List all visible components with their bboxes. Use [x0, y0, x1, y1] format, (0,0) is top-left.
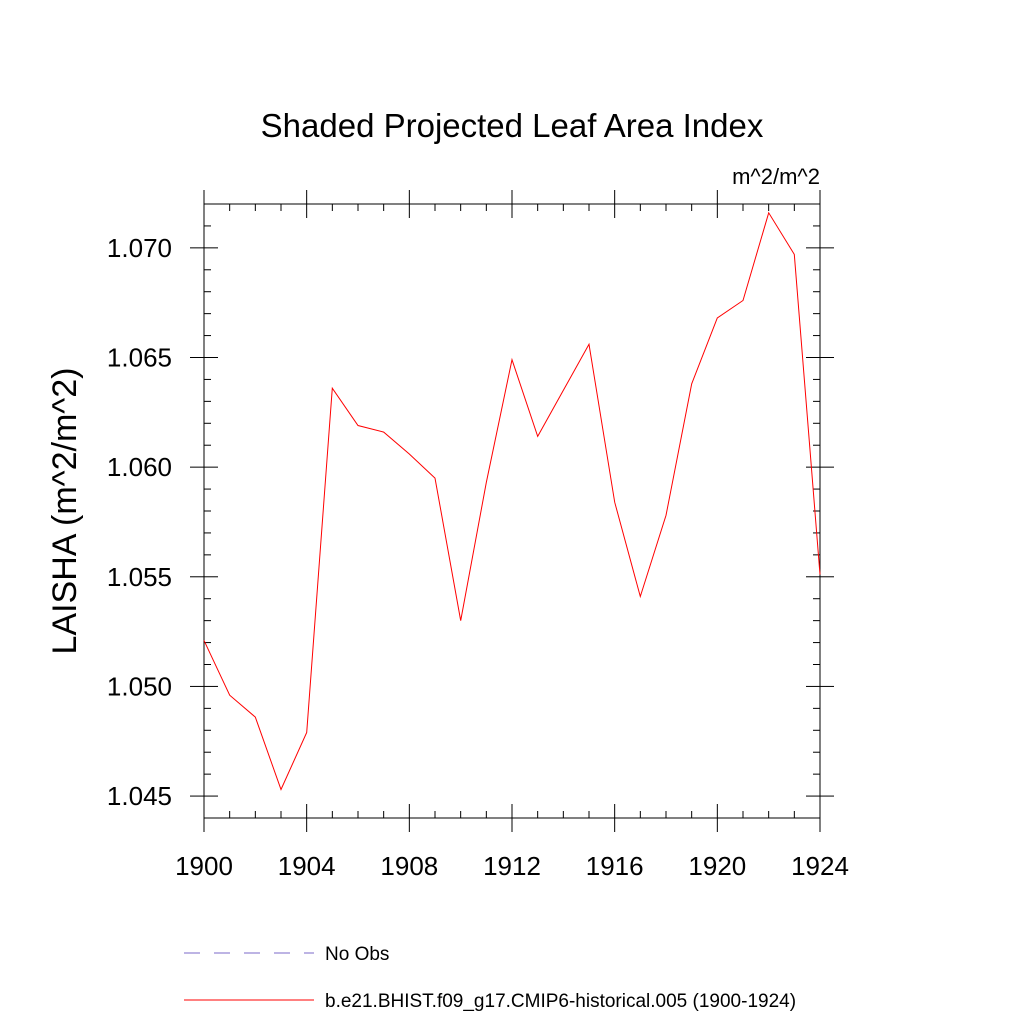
x-tick-label: 1920 — [688, 851, 746, 881]
y-tick-label: 1.045 — [107, 781, 172, 811]
y-tick-label: 1.060 — [107, 452, 172, 482]
y-tick-label: 1.070 — [107, 233, 172, 263]
chart-title: Shaded Projected Leaf Area Index — [261, 107, 764, 144]
plot-frame — [203, 203, 821, 819]
y-axis-label: LAISHA (m^2/m^2) — [46, 368, 84, 655]
axis-ticks — [190, 190, 834, 832]
x-tick-label: 1924 — [791, 851, 849, 881]
x-tick-labels: 1900 1904 1908 1912 1916 1920 1924 — [175, 851, 849, 881]
x-tick-label: 1916 — [586, 851, 644, 881]
y-tick-label: 1.055 — [107, 562, 172, 592]
y-tick-label: 1.050 — [107, 671, 172, 701]
series-group — [203, 211, 821, 791]
series-line — [203, 211, 821, 791]
y-tick-labels: 1.045 1.050 1.055 1.060 1.065 1.070 — [107, 233, 172, 811]
units-label: m^2/m^2 — [732, 164, 820, 189]
legend-label: No Obs — [325, 944, 389, 965]
x-tick-label: 1900 — [175, 851, 233, 881]
legend-label: b.e21.BHIST.f09_g17.CMIP6-historical.005… — [325, 991, 796, 1012]
x-tick-label: 1912 — [483, 851, 541, 881]
x-tick-label: 1908 — [380, 851, 438, 881]
legend: No Obs b.e21.BHIST.f09_g17.CMIP6-historic… — [184, 944, 796, 1012]
x-tick-label: 1904 — [278, 851, 336, 881]
y-tick-label: 1.065 — [107, 343, 172, 373]
